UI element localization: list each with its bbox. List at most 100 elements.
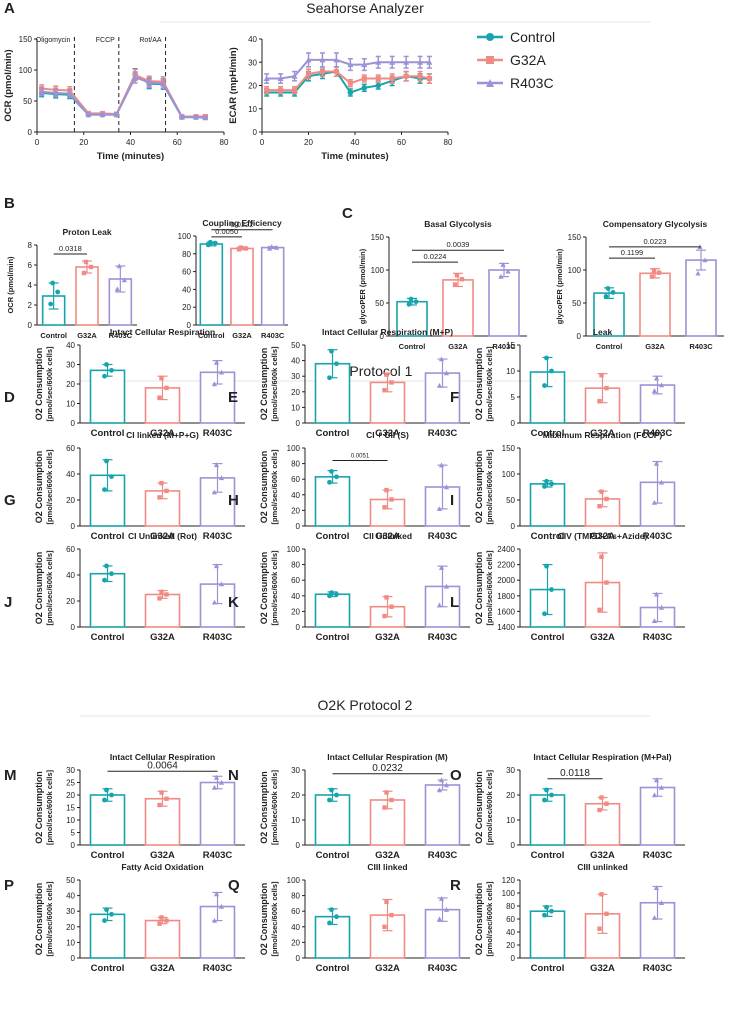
y-tick-label: 2000 [497,576,515,585]
data-point [597,807,602,813]
y-axis-label: O2 Consumption [474,451,484,524]
y-tick-label: 10 [506,816,515,825]
data-point [329,348,334,354]
y-axis-label: O2 Consumption [259,552,269,625]
data-point [274,244,280,250]
data-point [389,380,394,385]
data-point [549,368,554,374]
data-point [334,792,339,798]
legend-marker [486,33,494,41]
y-tick-label: 0 [511,522,516,531]
data-point [408,296,414,302]
y-axis-label-units: [pmol/sec/600k cells] [45,550,54,626]
data-point [542,611,547,617]
y-axis-label: glycoPER (pmol/min) [555,248,564,324]
y-axis-label: O2 Consumption [34,552,44,625]
y-tick-label: 0 [71,841,76,850]
y-tick-label: 20 [182,303,191,312]
y-tick-label: 50 [506,496,515,505]
data-point [653,461,660,466]
data-point [334,474,339,480]
y-tick-label: 30 [291,372,300,381]
panel-letter: J [4,594,12,611]
data-point [459,277,465,282]
y-tick-label: 0 [577,332,582,341]
bar-Control [314,476,351,527]
x-tick-label: 40 [351,138,360,147]
data-point [651,388,658,393]
y-tick-label: 20 [248,82,257,91]
x-tick-label: Control [531,428,565,439]
y-tick-label: 40 [506,928,515,937]
y-tick-label: 20 [291,938,300,947]
x-tick-label: R403C [428,531,458,542]
x-tick-label: G32A [150,531,175,542]
data-point [384,595,389,600]
bar-R403C [639,481,676,527]
chart-K: K 0 20 40 60 80 100 CII Unlinked Control G32A R403… [228,531,470,643]
x-tick-label: Control [316,963,350,974]
y-tick-label: 0 [28,128,33,137]
chart-title: CIV (TMPD+As+Azide) [558,531,648,541]
p-value: 0.0223 [644,237,667,246]
bar-G32A [230,247,254,326]
bar-G32A [144,593,181,628]
y-tick-label: 50 [572,299,581,308]
data-point [102,797,107,803]
data-point [157,495,162,500]
data-point [403,59,410,65]
data-point [218,581,225,587]
data-point [213,891,220,897]
data-point [656,270,662,275]
x-axis-label: Time (minutes) [321,151,388,162]
data-point [109,571,114,577]
x-tick-label: Control [91,531,125,542]
data-point [263,75,270,82]
p-value: 0.0318 [59,244,82,253]
y-axis-label-units: [pmol/sec/600k cells] [270,449,279,525]
x-tick-label: Control [596,342,623,351]
data-point [347,80,353,86]
y-tick-label: 100 [371,266,385,275]
y-tick-label: 30 [291,766,300,775]
data-point [211,381,218,387]
x-tick-label: G32A [645,342,665,351]
chart-title: CI + CII (S) [366,430,409,440]
x-tick-label: 0 [35,138,40,147]
y-tick-label: 80 [291,892,300,901]
p-value: 0.0050 [215,227,238,236]
y-tick-label: 60 [506,915,515,924]
y-tick-label: 40 [66,341,75,350]
data-point [306,71,311,77]
data-point [384,899,389,905]
data-point [604,580,609,585]
y-tick-label: 0 [71,522,76,531]
y-tick-label: 20 [506,791,515,800]
x-tick-label: R403C [203,428,233,439]
chart-N: N 0 10 20 30 Intact Cellular Respiration (M) C… [228,752,470,861]
x-tick-label: Control [316,632,350,643]
y-tick-label: 40 [66,892,75,901]
data-point [389,76,395,82]
data-point [213,774,220,780]
bar-Control [593,292,625,337]
x-tick-label: G32A [590,963,615,974]
y-tick-label: 40 [66,571,75,580]
data-point [104,787,109,793]
y-tick-label: 100 [568,266,582,275]
y-tick-label: 0 [28,321,33,330]
data-point [544,563,549,569]
x-axis-label: Time (minutes) [97,151,164,162]
x-tick-label: 80 [444,138,453,147]
panel-letter: N [228,767,239,784]
y-tick-label: 80 [291,561,300,570]
data-point [99,111,106,118]
y-tick-label: 15 [506,341,515,350]
y-axis-label: O2 Consumption [474,348,484,421]
data-point [403,73,409,79]
data-point [211,489,218,495]
data-point [329,590,334,596]
y-tick-label: 0 [511,954,516,963]
data-point [109,474,114,479]
p-value: 0.0051 [351,453,370,459]
